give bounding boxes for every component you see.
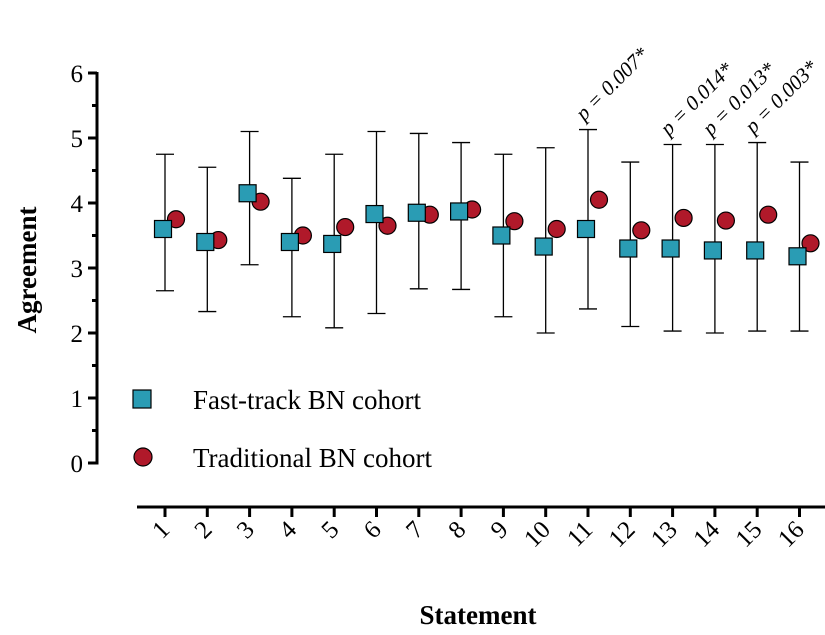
error-bar bbox=[663, 143, 682, 332]
fast-track-point bbox=[365, 204, 384, 224]
y-tick-label: 6 bbox=[71, 61, 84, 88]
y-tick-label: 1 bbox=[71, 386, 84, 413]
p-value-annotations: p = 0.007* p = 0.014*p = 0.013*p = 0.003* bbox=[569, 42, 823, 141]
x-tick-label: 15 bbox=[731, 516, 768, 553]
fast-track-point bbox=[534, 237, 553, 256]
traditional-point bbox=[589, 190, 609, 209]
legend: Fast-track BN cohort Traditional BN coho… bbox=[132, 385, 432, 473]
fast-track-point bbox=[196, 232, 215, 252]
traditional-point bbox=[674, 208, 693, 228]
x-tick-label: 3 bbox=[232, 516, 260, 544]
legend-marker-traditional bbox=[133, 447, 153, 467]
fast-track-point bbox=[619, 239, 638, 258]
error-bar bbox=[579, 128, 597, 310]
error-bar bbox=[748, 141, 767, 332]
traditional-point bbox=[505, 212, 524, 231]
x-tick-label: 9 bbox=[486, 516, 514, 544]
x-tick-label: 4 bbox=[274, 516, 302, 544]
fast-track-point bbox=[323, 234, 342, 254]
fast-track-point bbox=[746, 241, 765, 260]
y-tick-label: 3 bbox=[71, 256, 84, 283]
x-tick-label: 10 bbox=[519, 516, 556, 553]
fast-track-point bbox=[661, 239, 680, 258]
y-tick-label: 4 bbox=[71, 191, 84, 218]
x-tick-label: 2 bbox=[190, 516, 218, 544]
x-tick-label: 16 bbox=[773, 516, 810, 553]
y-tick-label: 2 bbox=[71, 321, 84, 348]
fast-track-point bbox=[492, 226, 511, 245]
x-tick-label: 5 bbox=[317, 516, 345, 544]
legend-marker-fast-track bbox=[132, 389, 152, 409]
y-tick-label: 0 bbox=[71, 451, 84, 478]
y-tick-label: 5 bbox=[71, 126, 84, 153]
fast-track-point bbox=[703, 241, 723, 260]
traditional-point bbox=[716, 211, 736, 230]
fast-track-point bbox=[576, 219, 596, 239]
x-tick-label: 11 bbox=[562, 516, 598, 552]
x-tick-label: 7 bbox=[401, 516, 429, 544]
error-bar bbox=[790, 161, 809, 332]
fast-track-point bbox=[407, 203, 426, 222]
y-axis-title: Agreement bbox=[12, 207, 42, 334]
fast-track-point bbox=[788, 247, 807, 266]
legend-label-fast-track: Fast-track BN cohort bbox=[193, 385, 421, 415]
traditional-point bbox=[759, 205, 778, 224]
x-axis-title: Statement bbox=[420, 600, 537, 630]
p-value-label: p = 0.007* bbox=[569, 42, 653, 126]
error-bars bbox=[156, 128, 809, 334]
traditional-point bbox=[547, 219, 566, 239]
x-tick-label: 14 bbox=[688, 516, 725, 553]
fast-track-point bbox=[238, 184, 257, 203]
traditional-point bbox=[632, 221, 651, 240]
error-bar bbox=[705, 143, 724, 334]
x-tick-label: 13 bbox=[646, 516, 683, 553]
x-tick-label: 8 bbox=[443, 516, 471, 544]
x-tick-label: 1 bbox=[147, 516, 175, 544]
fast-track-point bbox=[450, 202, 469, 221]
x-tick-label: 6 bbox=[359, 516, 387, 544]
fast-track-point bbox=[153, 219, 173, 239]
traditional-point bbox=[336, 217, 355, 237]
x-tick-label: 12 bbox=[604, 516, 641, 553]
legend-label-traditional: Traditional BN cohort bbox=[193, 443, 432, 473]
data-marks bbox=[153, 184, 820, 266]
fast-track-point bbox=[280, 232, 299, 252]
